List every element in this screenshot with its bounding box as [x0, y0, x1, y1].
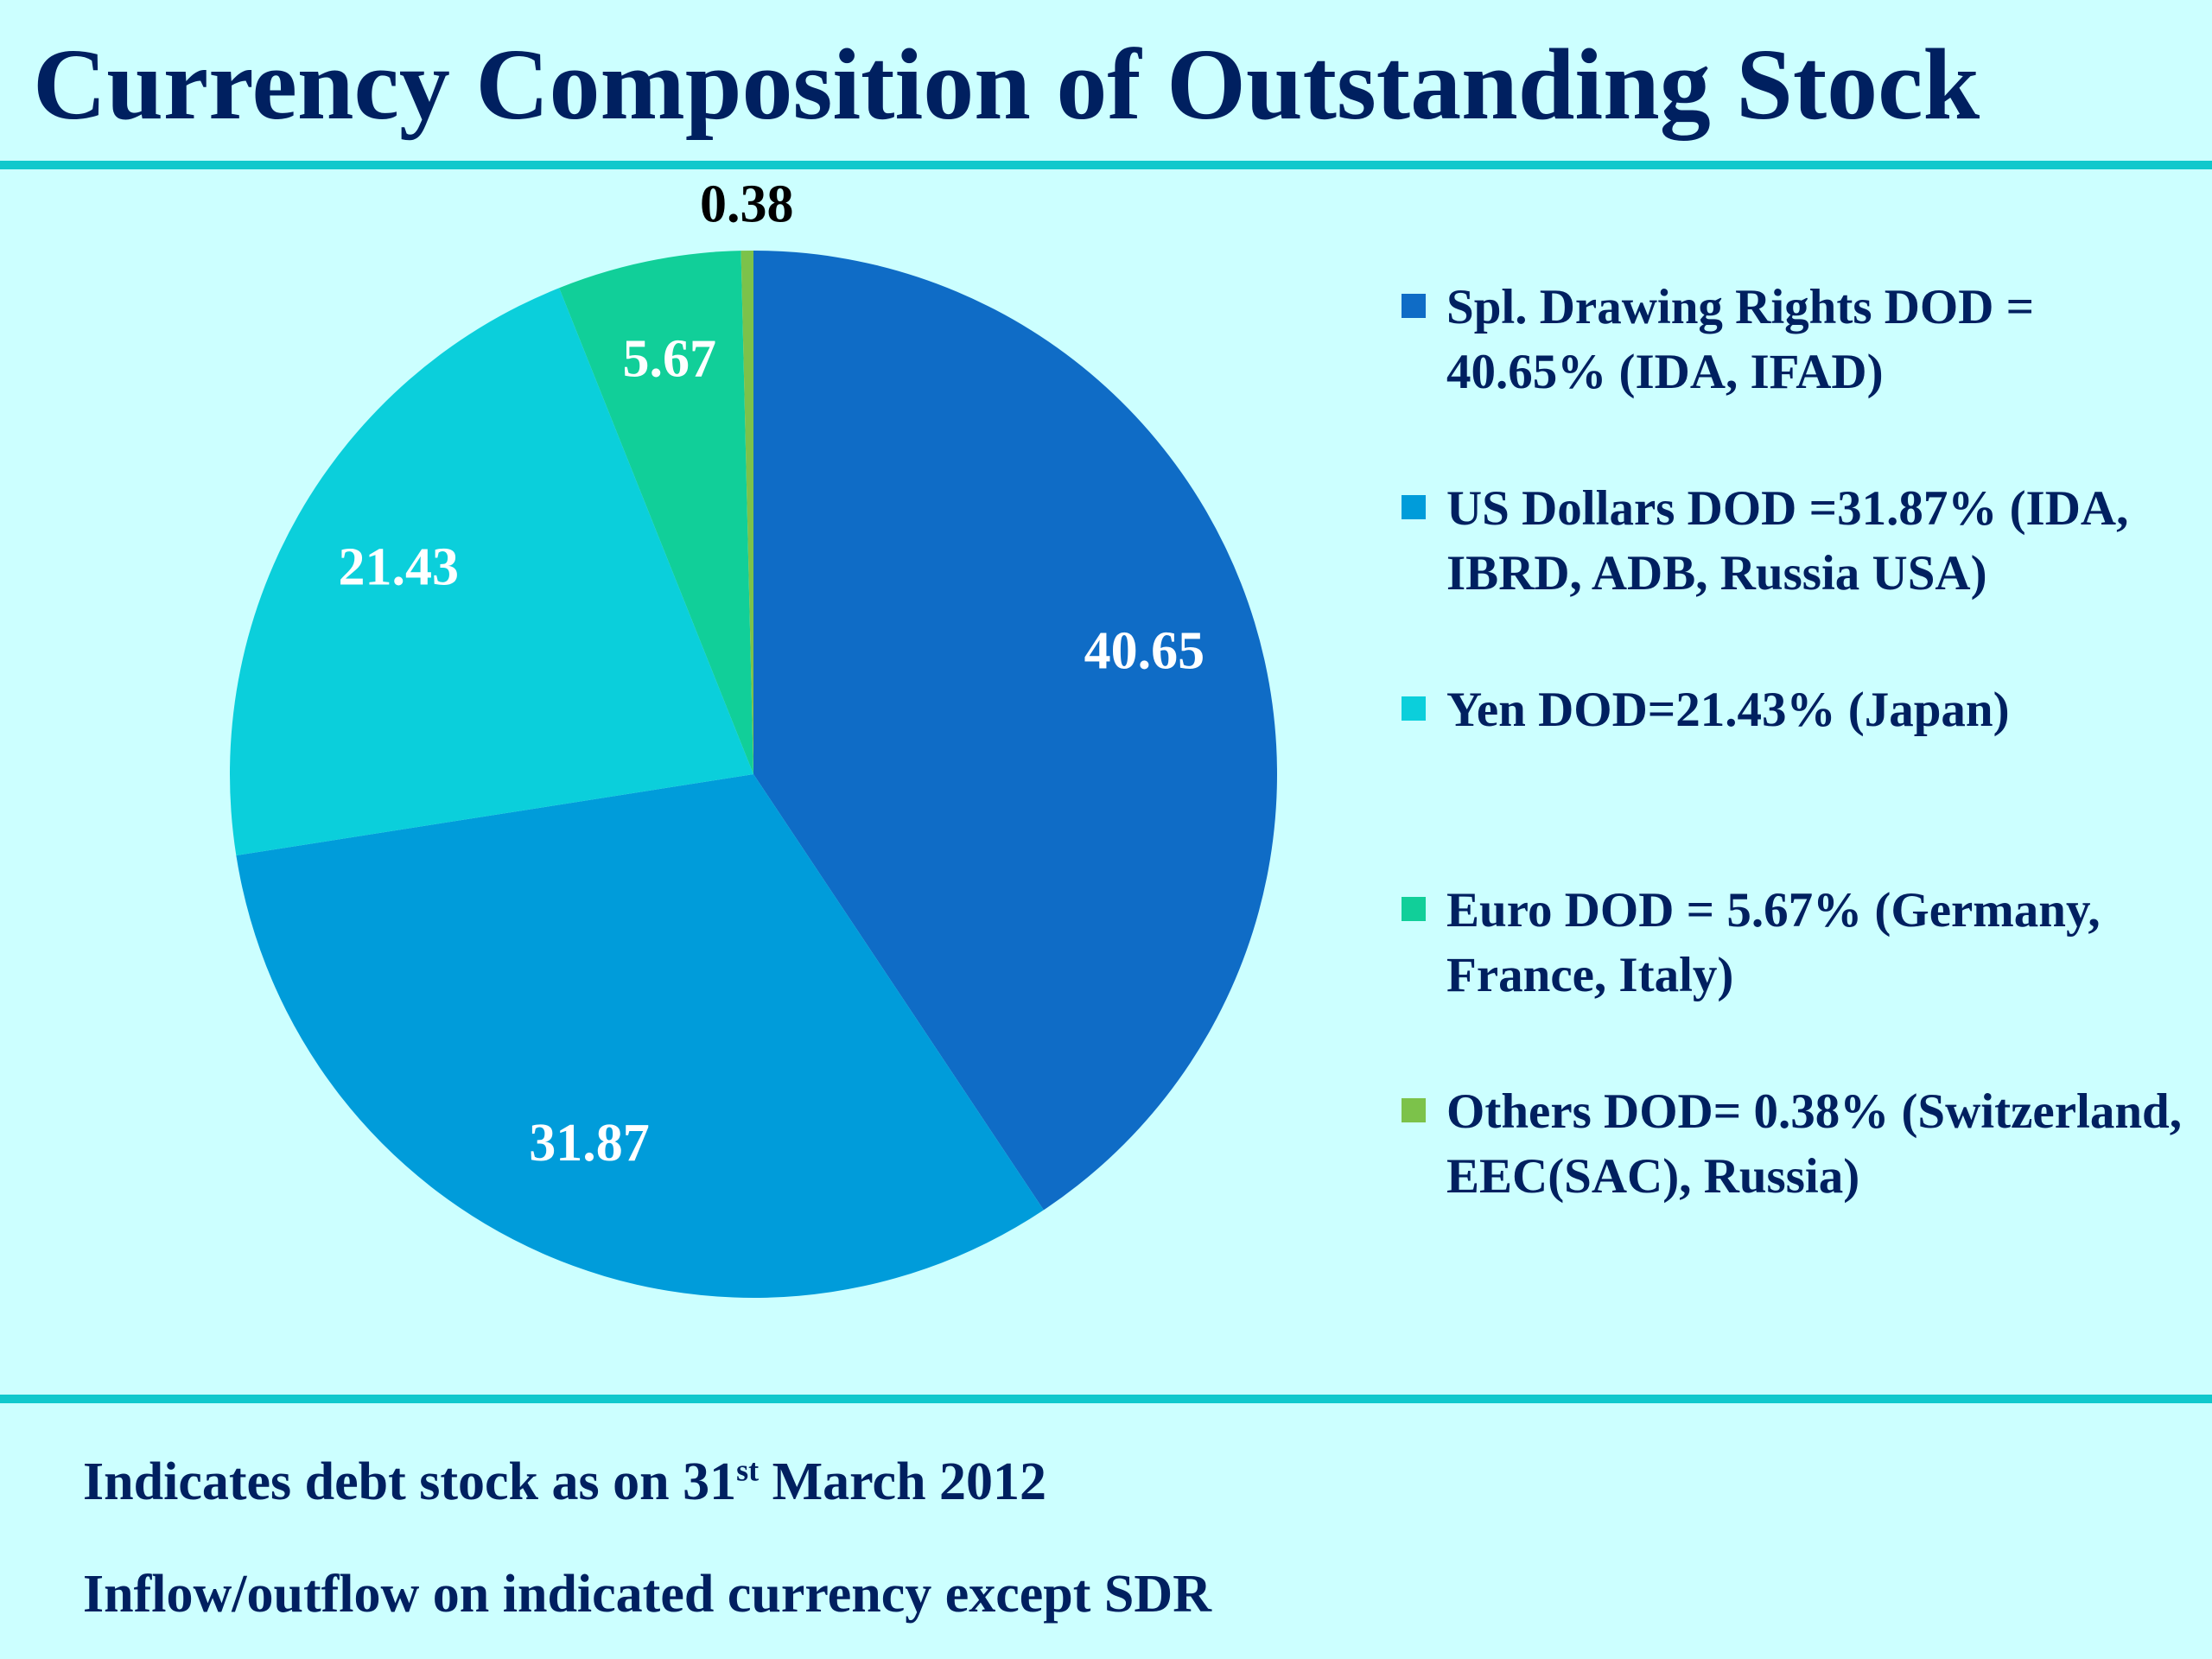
note-1-ordinal: st — [736, 1452, 760, 1488]
legend-item-usd: US Dollars DOD =31.87% (IDA, IBRD, ADB, … — [1402, 476, 2196, 606]
pie-slice-others — [741, 251, 753, 774]
legend-item-euro: Euro DOD = 5.67% (Germany, France, Italy… — [1402, 878, 2196, 1007]
legend-swatch-others — [1402, 1098, 1426, 1122]
legend-item-sdr: Spl. Drawing Rights DOD = 40.65% (IDA, I… — [1402, 275, 2196, 404]
data-label-euro: 5.67 — [622, 329, 716, 388]
pie-slice-usd — [236, 774, 1044, 1298]
legend-item-yen: Yen DOD=21.43% (Japan) — [1402, 677, 2196, 742]
legend-swatch-yen — [1402, 696, 1426, 721]
data-label-others: 0.38 — [700, 175, 794, 233]
note-1-suffix: March 2012 — [759, 1452, 1047, 1511]
data-label-yen: 21.43 — [338, 537, 459, 596]
legend-swatch-sdr — [1402, 294, 1426, 318]
chart-title: Currency Composition of Outstanding Stoc… — [33, 28, 1980, 141]
legend-label-yen: Yen DOD=21.43% (Japan) — [1446, 683, 2010, 737]
data-label-usd: 31.87 — [529, 1114, 650, 1173]
legend-label-usd: US Dollars DOD =31.87% (IDA, IBRD, ADB, … — [1446, 481, 2129, 601]
pie-slice-yen — [229, 288, 753, 856]
note-debt-stock-date: Indicates debt stock as on 31st March 20… — [83, 1452, 1046, 1513]
note-1-prefix: Indicates debt stock as on 31 — [83, 1452, 737, 1511]
legend-label-others: Others DOD= 0.38% (Switzerland, EEC(SAC)… — [1446, 1084, 2182, 1204]
legend-swatch-usd — [1402, 495, 1426, 519]
footer-divider — [0, 1395, 2212, 1403]
legend-swatch-euro — [1402, 897, 1426, 921]
legend-label-sdr: Spl. Drawing Rights DOD = 40.65% (IDA, I… — [1446, 280, 2035, 399]
legend-label-euro: Euro DOD = 5.67% (Germany, France, Italy… — [1446, 883, 2101, 1002]
legend-item-others: Others DOD= 0.38% (Switzerland, EEC(SAC)… — [1402, 1079, 2196, 1209]
pie-slice-sdr — [753, 251, 1277, 1211]
data-label-sdr: 40.65 — [1084, 621, 1205, 680]
title-divider — [0, 161, 2212, 169]
pie-chart: 40.65 31.87 21.43 5.67 0.38 — [229, 175, 1277, 1298]
pie-slice-euro — [559, 251, 753, 774]
note-inflow-outflow: Inflow/outflow on indicated currency exc… — [83, 1565, 1211, 1624]
